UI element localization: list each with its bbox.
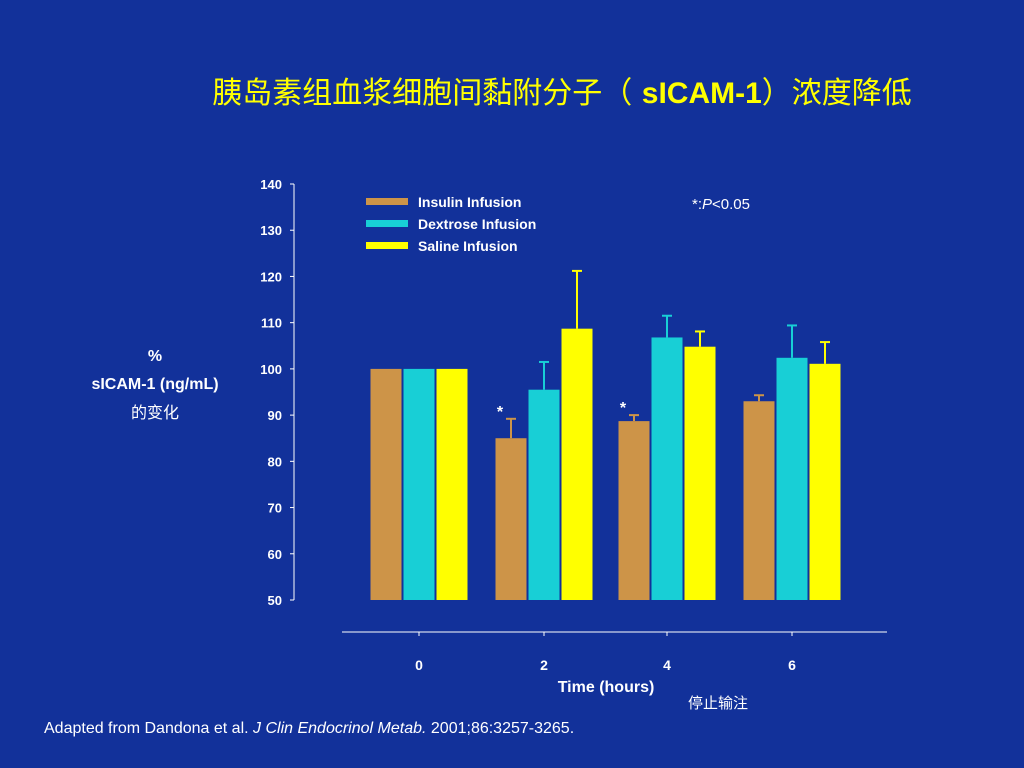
- bar-saline-6: [809, 363, 841, 600]
- x-tick-label: 6: [788, 657, 796, 673]
- legend-label: Saline Infusion: [418, 238, 518, 254]
- x-axis-label: Time (hours): [558, 679, 655, 696]
- legend-swatch: [366, 198, 408, 205]
- legend-label: Insulin Infusion: [418, 194, 521, 210]
- x-tick-label: 4: [663, 657, 671, 673]
- legend-swatch: [366, 242, 408, 249]
- slide-title: 胰岛素组血浆细胞间黏附分子（ sICAM-1）浓度降低: [0, 68, 1024, 112]
- legend-label: Dextrose Infusion: [418, 216, 536, 232]
- footnote-authors: Adapted from Dandona et al.: [44, 720, 254, 737]
- legend: Insulin Infusion Dextrose Infusion Saline …: [366, 194, 536, 254]
- ylabel-line3: 的变化: [130, 403, 179, 422]
- legend-swatch: [366, 220, 408, 227]
- bar-saline-0: [436, 368, 468, 600]
- x-tick-label: 0: [415, 657, 423, 673]
- y-tick-label: 90: [268, 408, 282, 423]
- citation-footnote: Adapted from Dandona et al. J Clin Endoc…: [44, 720, 574, 738]
- bar-group-6: [743, 324, 841, 600]
- bar-insulin-2: [495, 438, 527, 600]
- ylabel-line2: sICAM-1 (ng/mL): [91, 376, 219, 393]
- y-axis-label: % sICAM-1 (ng/mL) 的变化: [60, 343, 250, 427]
- bar-saline-2: [561, 328, 593, 600]
- y-tick-label: 140: [260, 177, 282, 192]
- y-tick-label: 100: [260, 362, 282, 377]
- bar-dextrose-6: [776, 357, 808, 600]
- y-tick-label: 70: [268, 501, 282, 516]
- bar-insulin-6: [743, 401, 775, 600]
- bar-insulin-0: [370, 368, 402, 600]
- y-tick-label: 120: [260, 269, 282, 284]
- p-value-note: *:P<0.05: [692, 196, 750, 213]
- bar-dextrose-0: [403, 368, 435, 600]
- bar-group-2: *: [495, 269, 593, 600]
- footnote-details: 2001;86:3257-3265.: [426, 720, 575, 737]
- x-tick-label: 2: [540, 657, 548, 673]
- y-axis: 50 60 70 80 90 100 110 120 130 140: [260, 177, 295, 608]
- title-cn-suffix: ）浓度降低: [761, 76, 912, 111]
- title-cn-prefix: 胰岛素组血浆细胞间黏附分子（: [212, 76, 642, 111]
- bar-dextrose-4: [651, 337, 683, 600]
- stop-infusion-label: 停止输注: [688, 694, 749, 712]
- y-tick-label: 50: [268, 593, 282, 608]
- footnote-journal: J Clin Endocrinol Metab.: [253, 720, 427, 737]
- x-axis: 0 2 4 6: [342, 631, 887, 673]
- significance-star: *: [620, 400, 627, 417]
- bar-group-4: *: [618, 314, 716, 600]
- bar-saline-4: [684, 346, 716, 600]
- y-tick-label: 110: [261, 316, 282, 331]
- title-bold: sICAM-1: [641, 77, 762, 110]
- y-tick-label: 130: [260, 223, 282, 238]
- bar-dextrose-2: [528, 389, 560, 600]
- ylabel-line1: %: [147, 348, 163, 365]
- bar-group-0: [370, 368, 468, 600]
- bar-insulin-4: [618, 421, 650, 600]
- bar-groups: * *: [370, 269, 841, 600]
- y-tick-label: 60: [268, 547, 282, 562]
- y-tick-label: 80: [268, 454, 282, 469]
- significance-star: *: [497, 404, 504, 421]
